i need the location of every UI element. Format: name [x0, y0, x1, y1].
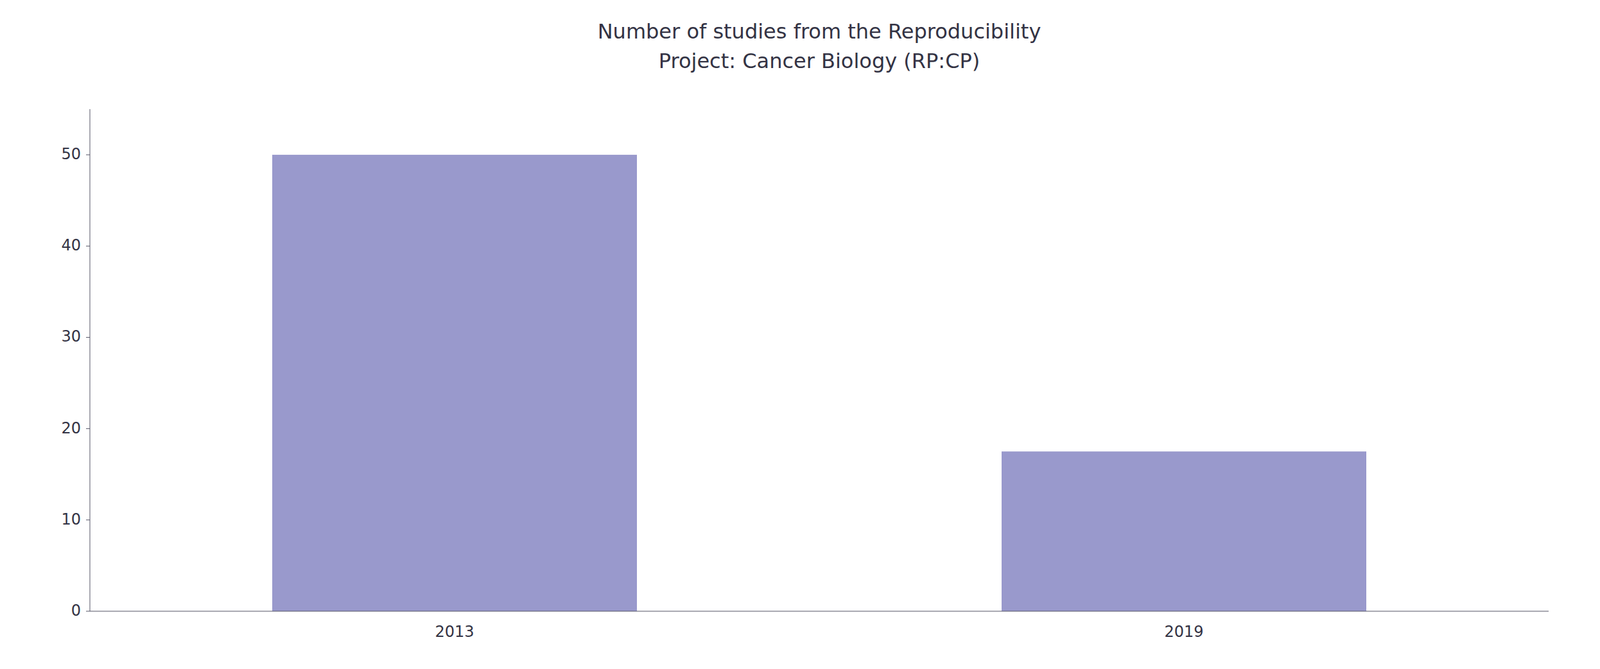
- y-tick: [86, 519, 90, 521]
- y-tick-label: 30: [60, 327, 81, 346]
- y-tick-label: 50: [60, 145, 81, 164]
- y-tick: [86, 245, 90, 247]
- chart-container: Number of studies from the Reproducibili…: [0, 0, 1600, 669]
- y-tick-label: 40: [60, 236, 81, 255]
- bar: [272, 154, 637, 612]
- y-tick-label: 10: [60, 510, 81, 529]
- y-tick: [86, 428, 90, 429]
- x-tick-label: 2013: [434, 622, 474, 641]
- chart-svg: Number of studies from the Reproducibili…: [0, 0, 1600, 669]
- y-tick: [86, 611, 90, 612]
- chart-title: Number of studies from the Reproducibili…: [597, 19, 1042, 74]
- x-tick-label: 2019: [1164, 622, 1204, 641]
- title-line: Project: Cancer Biology (RP:CP): [658, 48, 981, 74]
- x-axis-line: [89, 610, 1549, 612]
- bars: [272, 154, 1367, 612]
- y-axis-line: [89, 109, 91, 612]
- bar: [1001, 451, 1367, 612]
- y-tick-label: 0: [71, 601, 81, 620]
- y-tick-label: 20: [60, 419, 81, 438]
- y-tick: [86, 154, 90, 156]
- title-line: Number of studies from the Reproducibili…: [597, 19, 1042, 44]
- y-tick: [86, 337, 90, 338]
